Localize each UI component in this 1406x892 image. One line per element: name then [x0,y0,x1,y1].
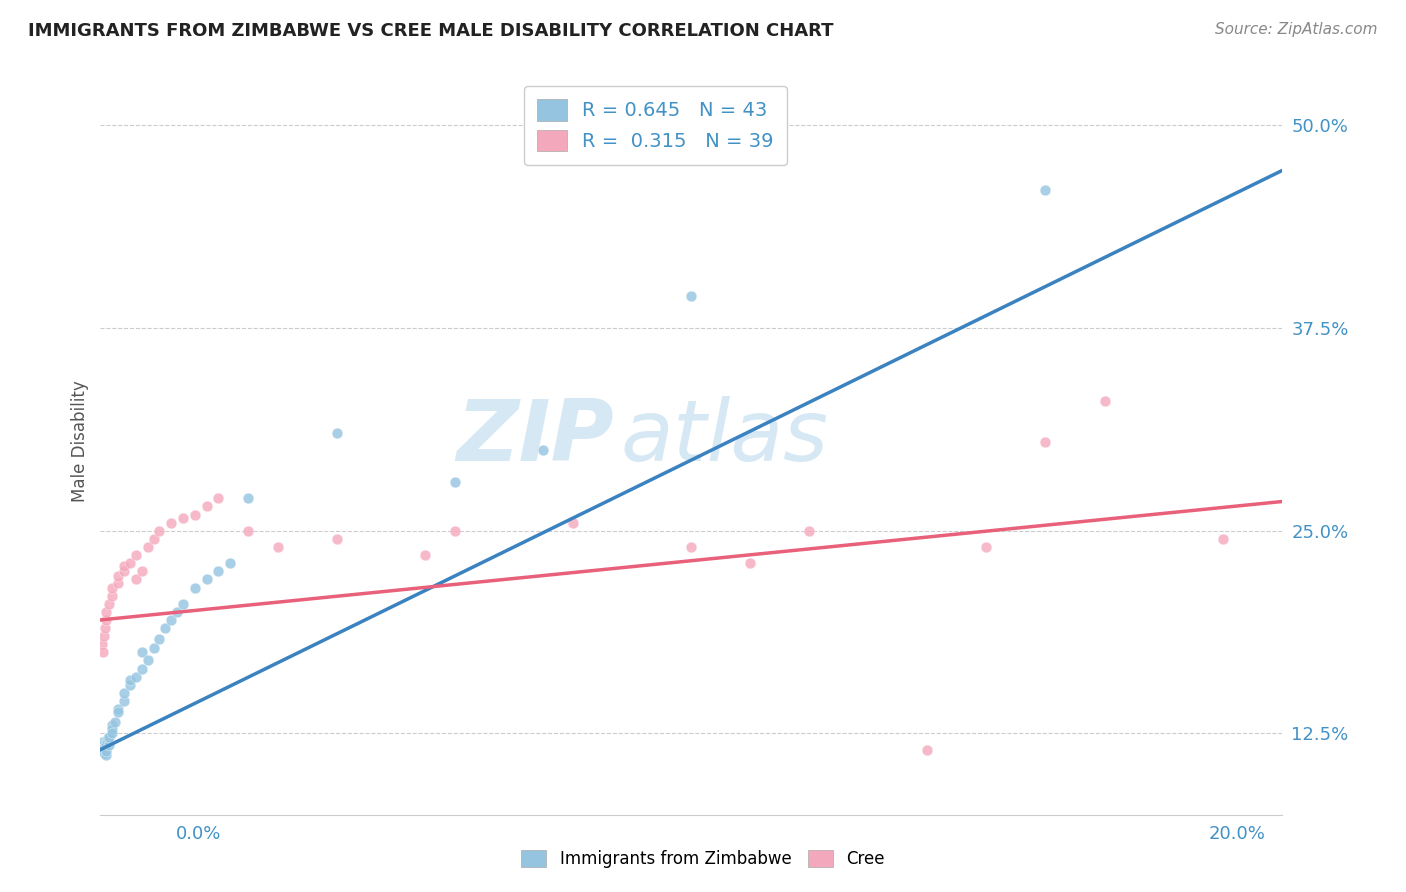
Point [112,686,135,700]
Point [799,524,821,538]
Point [90,637,112,651]
Point [97,738,120,752]
Point [172,597,194,611]
Point [160,516,183,530]
Point [94,739,117,754]
Point [148,632,170,647]
Point [148,524,170,538]
Point [236,491,259,506]
Point [136,540,159,554]
Point [142,640,165,655]
Point [96,736,118,750]
Point [94,621,117,635]
Text: IMMIGRANTS FROM ZIMBABWE VS CREE MALE DISABILITY CORRELATION CHART: IMMIGRANTS FROM ZIMBABWE VS CREE MALE DI… [28,22,834,40]
Point [266,540,288,554]
Point [155,621,177,635]
Point [101,726,124,740]
Point [443,475,465,489]
Point [93,629,115,643]
Point [679,540,702,554]
Point [917,742,939,756]
Point [219,556,242,570]
Point [93,741,115,756]
Point [184,508,207,522]
Point [125,573,148,587]
Point [561,516,583,530]
Point [90,734,112,748]
Point [325,532,347,546]
Point [325,426,347,441]
Point [112,559,135,574]
Point [104,715,127,730]
Point [118,673,141,687]
Point [131,564,153,578]
Point [96,613,118,627]
Point [118,678,141,692]
Point [136,653,159,667]
Legend: R = 0.645   N = 43, R =  0.315   N = 39: R = 0.645 N = 43, R = 0.315 N = 39 [524,86,787,165]
Point [96,744,118,758]
Point [125,548,148,562]
Point [107,569,129,583]
Point [98,730,121,744]
Point [96,733,118,747]
Point [91,742,114,756]
Point [142,532,165,546]
Point [531,442,554,457]
Text: atlas: atlas [620,396,828,479]
Point [98,597,121,611]
Point [160,613,183,627]
Text: Source: ZipAtlas.com: Source: ZipAtlas.com [1215,22,1378,37]
Point [207,491,229,506]
Point [125,670,148,684]
Text: ZIP: ZIP [457,396,614,479]
Point [101,589,124,603]
Point [101,718,124,732]
Point [1094,394,1116,409]
Point [131,662,153,676]
Point [679,288,702,302]
Point [96,605,118,619]
Point [976,540,998,554]
Point [740,556,762,570]
Point [107,575,129,590]
Point [207,564,229,578]
Point [93,746,115,760]
Point [166,605,188,619]
Point [96,747,118,762]
Point [195,573,218,587]
Legend: Immigrants from Zimbabwe, Cree: Immigrants from Zimbabwe, Cree [515,843,891,875]
Point [107,702,129,716]
Point [443,524,465,538]
Point [184,581,207,595]
Point [101,722,124,736]
Point [413,548,436,562]
Point [1035,183,1057,197]
Point [172,510,194,524]
Point [101,581,124,595]
Point [97,731,120,746]
Point [112,694,135,708]
Point [91,645,114,659]
Point [236,524,259,538]
Point [107,706,129,720]
Point [91,738,114,752]
Point [1212,532,1234,546]
Y-axis label: Male Disability: Male Disability [72,381,89,502]
Point [118,556,141,570]
Text: 0.0%: 0.0% [176,825,221,843]
Point [195,500,218,514]
Point [1035,434,1057,449]
Point [112,564,135,578]
Text: 20.0%: 20.0% [1209,825,1265,843]
Point [131,645,153,659]
